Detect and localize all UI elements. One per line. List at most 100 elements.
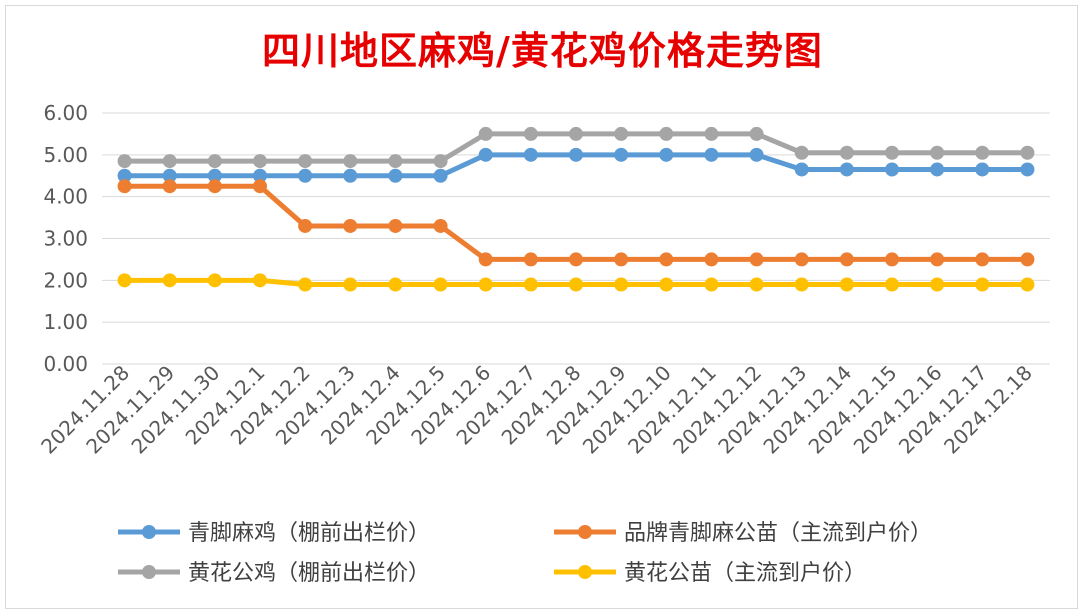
data-point <box>253 273 267 288</box>
data-point <box>478 126 493 141</box>
x-axis: 2024.11.282024.11.292024.11.302024.12.12… <box>36 361 1037 459</box>
legend-swatch-marker <box>142 565 156 579</box>
data-point <box>930 277 945 292</box>
data-point <box>704 252 719 267</box>
data-point <box>569 147 583 162</box>
data-point <box>1020 145 1035 160</box>
data-point <box>298 154 313 169</box>
data-point <box>117 168 132 183</box>
data-point <box>1020 277 1035 292</box>
legend-label: 青脚麻鸡（棚前出栏价） <box>188 521 430 546</box>
data-point <box>885 252 899 267</box>
data-point <box>839 252 854 267</box>
data-point <box>523 126 538 141</box>
data-point <box>1020 162 1035 177</box>
data-point <box>388 218 403 233</box>
y-tick-label: 6.00 <box>43 101 88 125</box>
data-point <box>975 145 990 160</box>
series-lines <box>117 126 1035 292</box>
data-point <box>388 168 403 183</box>
data-point <box>433 168 448 183</box>
data-point <box>839 162 854 177</box>
data-point <box>614 252 629 267</box>
data-point <box>343 154 358 169</box>
data-point <box>885 162 899 177</box>
data-point <box>388 154 403 169</box>
y-tick-label: 0.00 <box>43 352 88 376</box>
data-point <box>839 145 854 160</box>
data-point <box>749 252 764 267</box>
series-line <box>124 183 1028 262</box>
data-point <box>794 162 809 177</box>
data-point <box>523 252 538 267</box>
data-point <box>478 277 493 292</box>
legend-entry: 青脚麻鸡（棚前出栏价） <box>118 521 430 546</box>
y-tick-label: 5.00 <box>43 143 88 167</box>
data-point <box>975 277 990 292</box>
data-point <box>930 252 945 267</box>
data-point <box>885 145 899 160</box>
data-point <box>659 252 674 267</box>
data-point <box>749 126 764 141</box>
data-point <box>298 168 313 183</box>
data-point <box>975 252 990 267</box>
data-point <box>298 277 313 292</box>
legend-label: 黄花公鸡（棚前出栏价） <box>188 561 430 586</box>
data-point <box>614 147 629 162</box>
data-point <box>207 168 222 183</box>
data-point <box>523 147 538 162</box>
series-1 <box>117 179 1035 267</box>
data-point <box>839 277 854 292</box>
data-point <box>162 154 177 169</box>
data-point <box>253 168 267 183</box>
legend-label: 品牌青脚麻公苗（主流到户价） <box>624 521 932 546</box>
data-point <box>659 147 674 162</box>
data-point <box>930 145 945 160</box>
legend-swatch-marker <box>578 525 592 539</box>
data-point <box>207 179 222 194</box>
legend-entry: 品牌青脚麻公苗（主流到户价） <box>554 521 932 546</box>
y-tick-label: 4.00 <box>43 185 88 209</box>
data-point <box>253 179 267 194</box>
data-point <box>569 252 583 267</box>
data-point <box>343 218 358 233</box>
series-0 <box>117 147 1035 183</box>
data-point <box>704 126 719 141</box>
data-point <box>478 252 493 267</box>
data-point <box>794 145 809 160</box>
legend-swatch-marker <box>578 565 592 579</box>
data-point <box>162 273 177 288</box>
data-point <box>749 147 764 162</box>
legend-swatch-marker <box>142 525 156 539</box>
data-point <box>569 126 583 141</box>
series-3 <box>117 273 1035 292</box>
data-point <box>1020 252 1035 267</box>
data-point <box>298 218 313 233</box>
y-axis: 0.00 1.00 2.00 3.00 4.00 5.00 6.00 <box>43 101 88 376</box>
data-point <box>794 252 809 267</box>
data-point <box>930 162 945 177</box>
legend-entry: 黄花公苗（主流到户价） <box>554 561 866 586</box>
chart-frame <box>5 5 1078 609</box>
data-point <box>162 179 177 194</box>
data-point <box>433 218 448 233</box>
data-point <box>569 277 583 292</box>
data-point <box>207 154 222 169</box>
data-point <box>433 277 448 292</box>
legend-entry: 黄花公鸡（棚前出栏价） <box>118 561 430 586</box>
data-point <box>162 168 177 183</box>
data-point <box>117 179 132 194</box>
y-tick-label: 2.00 <box>43 268 88 292</box>
data-point <box>704 147 719 162</box>
data-point <box>343 168 358 183</box>
chart-title: 四川地区麻鸡/黄花鸡价格走势图 <box>262 28 823 73</box>
y-tick-label: 1.00 <box>43 310 88 334</box>
data-point <box>343 277 358 292</box>
data-point <box>388 277 403 292</box>
data-point <box>207 273 222 288</box>
data-point <box>749 277 764 292</box>
legend: 青脚麻鸡（棚前出栏价） 品牌青脚麻公苗（主流到户价） 黄花公鸡（棚前出栏价） 黄花公苗… <box>118 521 932 586</box>
data-point <box>659 277 674 292</box>
data-point <box>794 277 809 292</box>
